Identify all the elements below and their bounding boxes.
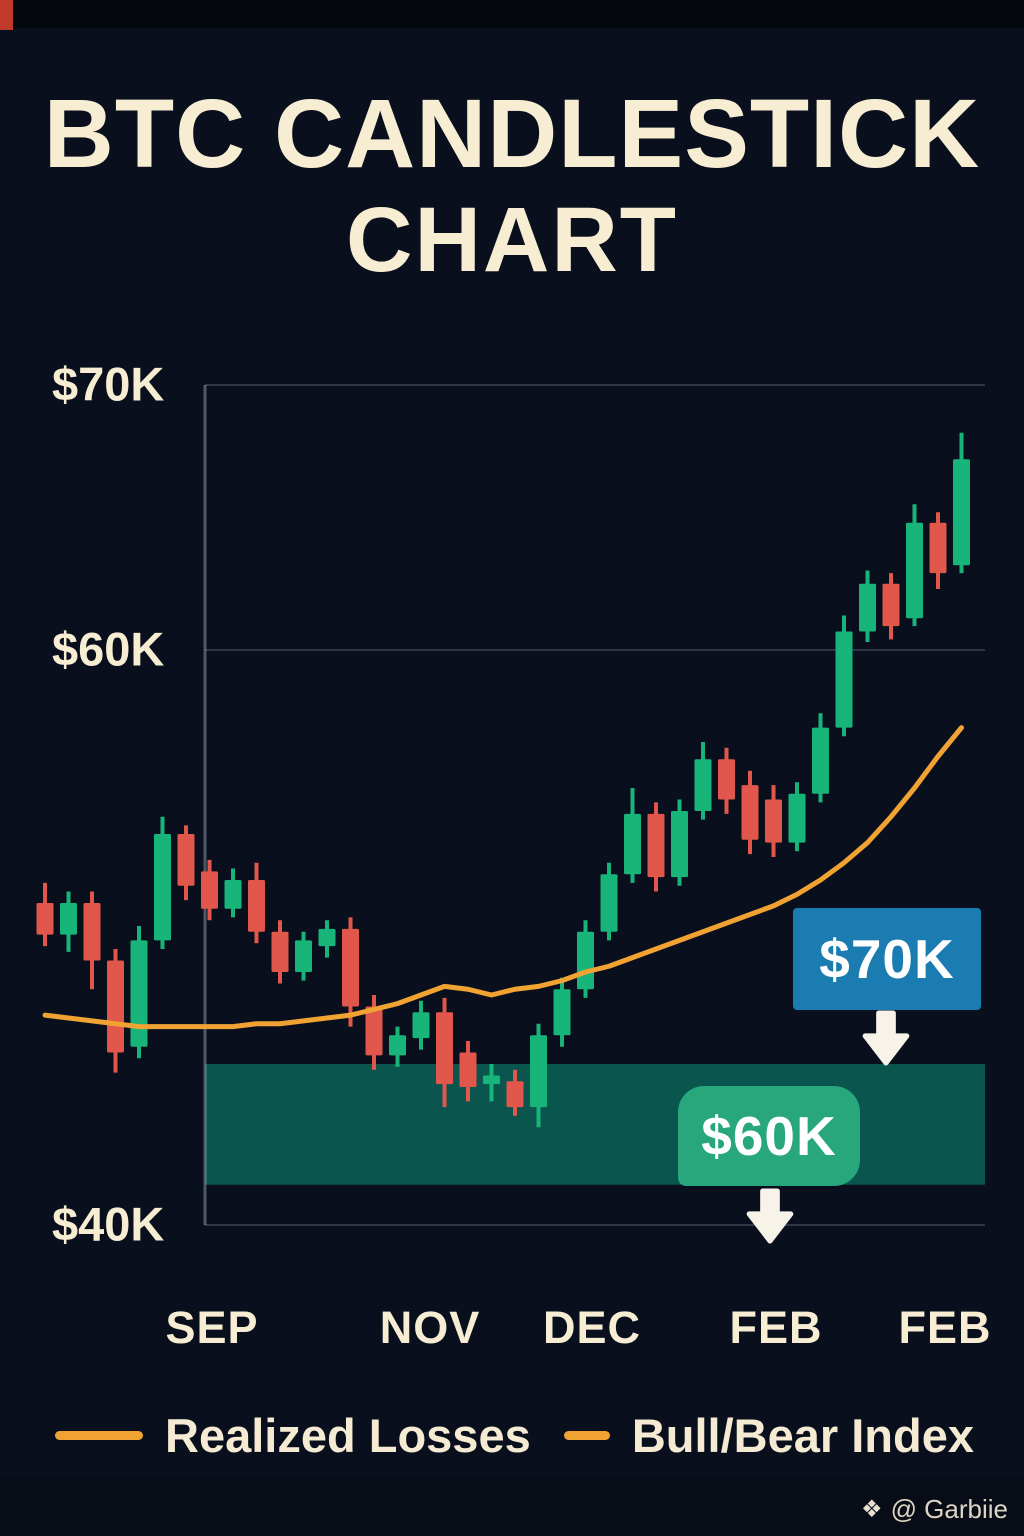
corner-mark [0, 0, 13, 30]
legend-item-realized-losses: Realized Losses [55, 1408, 531, 1463]
candle-body [765, 799, 782, 843]
callout-70k-label: $70K [819, 928, 955, 990]
candle-body [835, 631, 853, 728]
callout-70k: $70K [793, 908, 981, 1010]
y-axis-label-60k: $60K [52, 622, 165, 676]
x-axis-label-sep: SEP [165, 1302, 259, 1353]
candle-body [600, 874, 618, 932]
candle-body [506, 1081, 524, 1108]
candle-body [859, 583, 876, 632]
candle-body [436, 1012, 453, 1085]
y-axis-label-40k: $40K [52, 1197, 165, 1251]
down-arrow-icon [744, 1188, 796, 1244]
candle-body [953, 459, 970, 566]
y-axis-label-70k: $70K [52, 357, 165, 411]
candle-body [318, 928, 336, 947]
x-axis-label-nov: NOV [379, 1302, 481, 1353]
candle-body [248, 880, 265, 932]
top-bar [0, 0, 1024, 28]
bull-bear-line-swatch [563, 1431, 610, 1440]
candle-body [459, 1052, 477, 1087]
callout-60k-label: $60K [701, 1105, 837, 1167]
bottom-bar [0, 1478, 1024, 1536]
candle-body [694, 759, 712, 811]
realized-losses-line-swatch [55, 1431, 143, 1440]
candle-body [412, 1012, 430, 1039]
candle-body [530, 1035, 547, 1108]
binance-diamond-icon: ❖ [861, 1496, 883, 1523]
callout-60k: $60K [678, 1086, 860, 1186]
x-axis-label-dec: DEC [542, 1302, 642, 1353]
candle-body [271, 931, 289, 972]
candle-body [154, 834, 171, 941]
candle-body [788, 793, 806, 843]
page-title-line-1: BTC CANDLESTICK [43, 79, 981, 188]
candle-body [671, 811, 688, 878]
candle-body [224, 880, 242, 909]
candle-body [130, 940, 148, 1047]
candle-body [295, 940, 312, 972]
candle-body [882, 583, 900, 627]
x-axis-label-feb2: FEB [898, 1302, 992, 1353]
candle-body [577, 931, 594, 990]
candle-body [906, 522, 923, 619]
candle-body [201, 871, 218, 909]
candle-body [483, 1075, 500, 1085]
candle-body [647, 813, 665, 878]
overlay-line [42, 725, 964, 1030]
legend-label-realized-losses: Realized Losses [165, 1409, 531, 1462]
x-axis-label-feb1: FEB [729, 1302, 823, 1353]
page-title-line-2: CHART [346, 189, 678, 291]
candle-body [36, 903, 54, 935]
candle-body [83, 903, 101, 961]
candle-body [812, 727, 829, 794]
candle-body [389, 1035, 406, 1056]
candle-body [107, 960, 124, 1053]
candle-body [741, 785, 759, 840]
watermark: ❖ @ Garbiie [861, 1494, 1008, 1525]
candle-body [718, 759, 735, 800]
legend: Realized Losses Bull/Bear Index [0, 1408, 1024, 1463]
candle-body [553, 989, 571, 1036]
candle-body [177, 834, 195, 886]
candle-body [60, 903, 77, 935]
legend-item-bull-bear-index: Bull/Bear Index [563, 1408, 974, 1463]
candle-body [929, 522, 947, 574]
down-arrow-icon [860, 1010, 912, 1066]
legend-label-bull-bear-index: Bull/Bear Index [631, 1409, 974, 1462]
candle-body [624, 813, 641, 875]
candle-body [342, 928, 359, 1007]
watermark-text: @ Garbiie [890, 1494, 1008, 1524]
candle-body [365, 1006, 383, 1056]
highlight-band [205, 1064, 985, 1185]
